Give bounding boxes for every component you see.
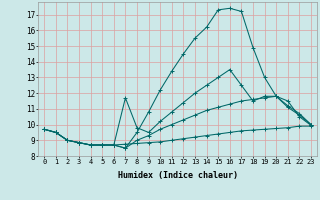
- X-axis label: Humidex (Indice chaleur): Humidex (Indice chaleur): [118, 171, 238, 180]
